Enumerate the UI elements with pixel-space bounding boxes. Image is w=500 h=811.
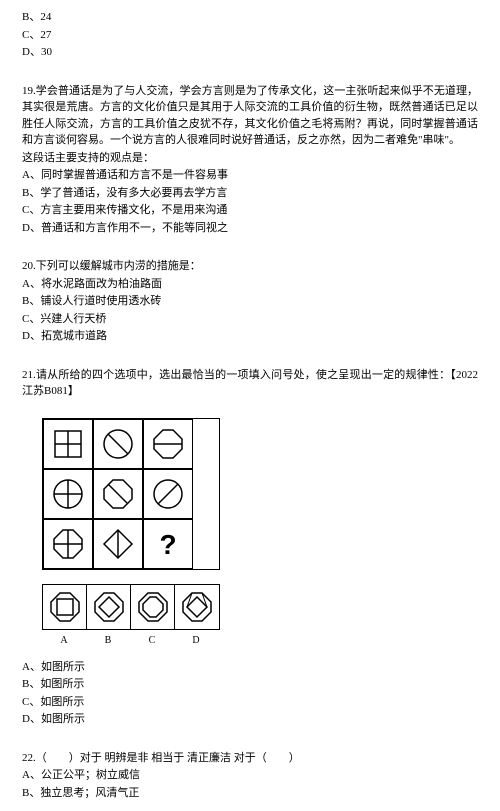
q22-option-a: A、公正公平；树立威信 bbox=[22, 767, 478, 784]
label-b: B bbox=[86, 633, 130, 648]
cell-1-3 bbox=[143, 419, 193, 469]
cell-1-2 bbox=[93, 419, 143, 469]
q19-option-d: D、普通话和方言作用不一，不能等同视之 bbox=[22, 220, 478, 237]
q20-option-b: B、铺设人行道时使用透水砖 bbox=[22, 293, 478, 310]
q19-option-c: C、方言主要用来传播文化，不是用来沟通 bbox=[22, 202, 478, 219]
answer-labels: A B C D bbox=[42, 633, 220, 648]
label-a: A bbox=[42, 633, 86, 648]
answer-b bbox=[87, 585, 131, 629]
label-d: D bbox=[174, 633, 218, 648]
cell-2-1 bbox=[43, 469, 93, 519]
q22-text: 22.（ ）对于 明辨是非 相当于 清正廉洁 对于（ ） bbox=[22, 750, 478, 767]
q18-option-c: C、27 bbox=[22, 27, 478, 44]
q22-option-b: B、独立思考；风清气正 bbox=[22, 785, 478, 802]
q19-sub: 这段话主要支持的观点是： bbox=[22, 150, 478, 167]
puzzle-container: ? bbox=[42, 418, 220, 648]
puzzle-grid: ? bbox=[42, 418, 220, 570]
cell-2-3 bbox=[143, 469, 193, 519]
cell-1-1 bbox=[43, 419, 93, 469]
answer-row bbox=[42, 584, 220, 630]
q21-option-b: B、如图所示 bbox=[22, 676, 478, 693]
q19-option-b: B、学了普通话，没有多大必要再去学方言 bbox=[22, 185, 478, 202]
q21-text: 21.请从所给的四个选项中，选出最恰当的一项填入问号处，使之呈现出一定的规律性：… bbox=[22, 367, 478, 400]
q21-option-a: A、如图所示 bbox=[22, 659, 478, 676]
answer-a bbox=[43, 585, 87, 629]
answer-d bbox=[175, 585, 219, 629]
q21-option-d: D、如图所示 bbox=[22, 711, 478, 728]
answer-c bbox=[131, 585, 175, 629]
q19-option-a: A、同时掌握普通话和方言不是一件容易事 bbox=[22, 167, 478, 184]
q18-option-d: D、30 bbox=[22, 44, 478, 61]
q20-text: 20.下列可以缓解城市内涝的措施是： bbox=[22, 258, 478, 275]
cell-2-2 bbox=[93, 469, 143, 519]
cell-3-1 bbox=[43, 519, 93, 569]
svg-text:?: ? bbox=[159, 529, 176, 560]
q20-option-a: A、将水泥路面改为柏油路面 bbox=[22, 276, 478, 293]
q18-option-b: B、24 bbox=[22, 9, 478, 26]
q19-text: 19.学会普通话是为了与人交流，学会方言则是为了传承文化，这一主张听起来似乎不无… bbox=[22, 83, 478, 149]
label-c: C bbox=[130, 633, 174, 648]
q20-option-d: D、拓宽城市道路 bbox=[22, 328, 478, 345]
cell-3-2 bbox=[93, 519, 143, 569]
cell-3-3: ? bbox=[143, 519, 193, 569]
q20-option-c: C、兴建人行天桥 bbox=[22, 311, 478, 328]
